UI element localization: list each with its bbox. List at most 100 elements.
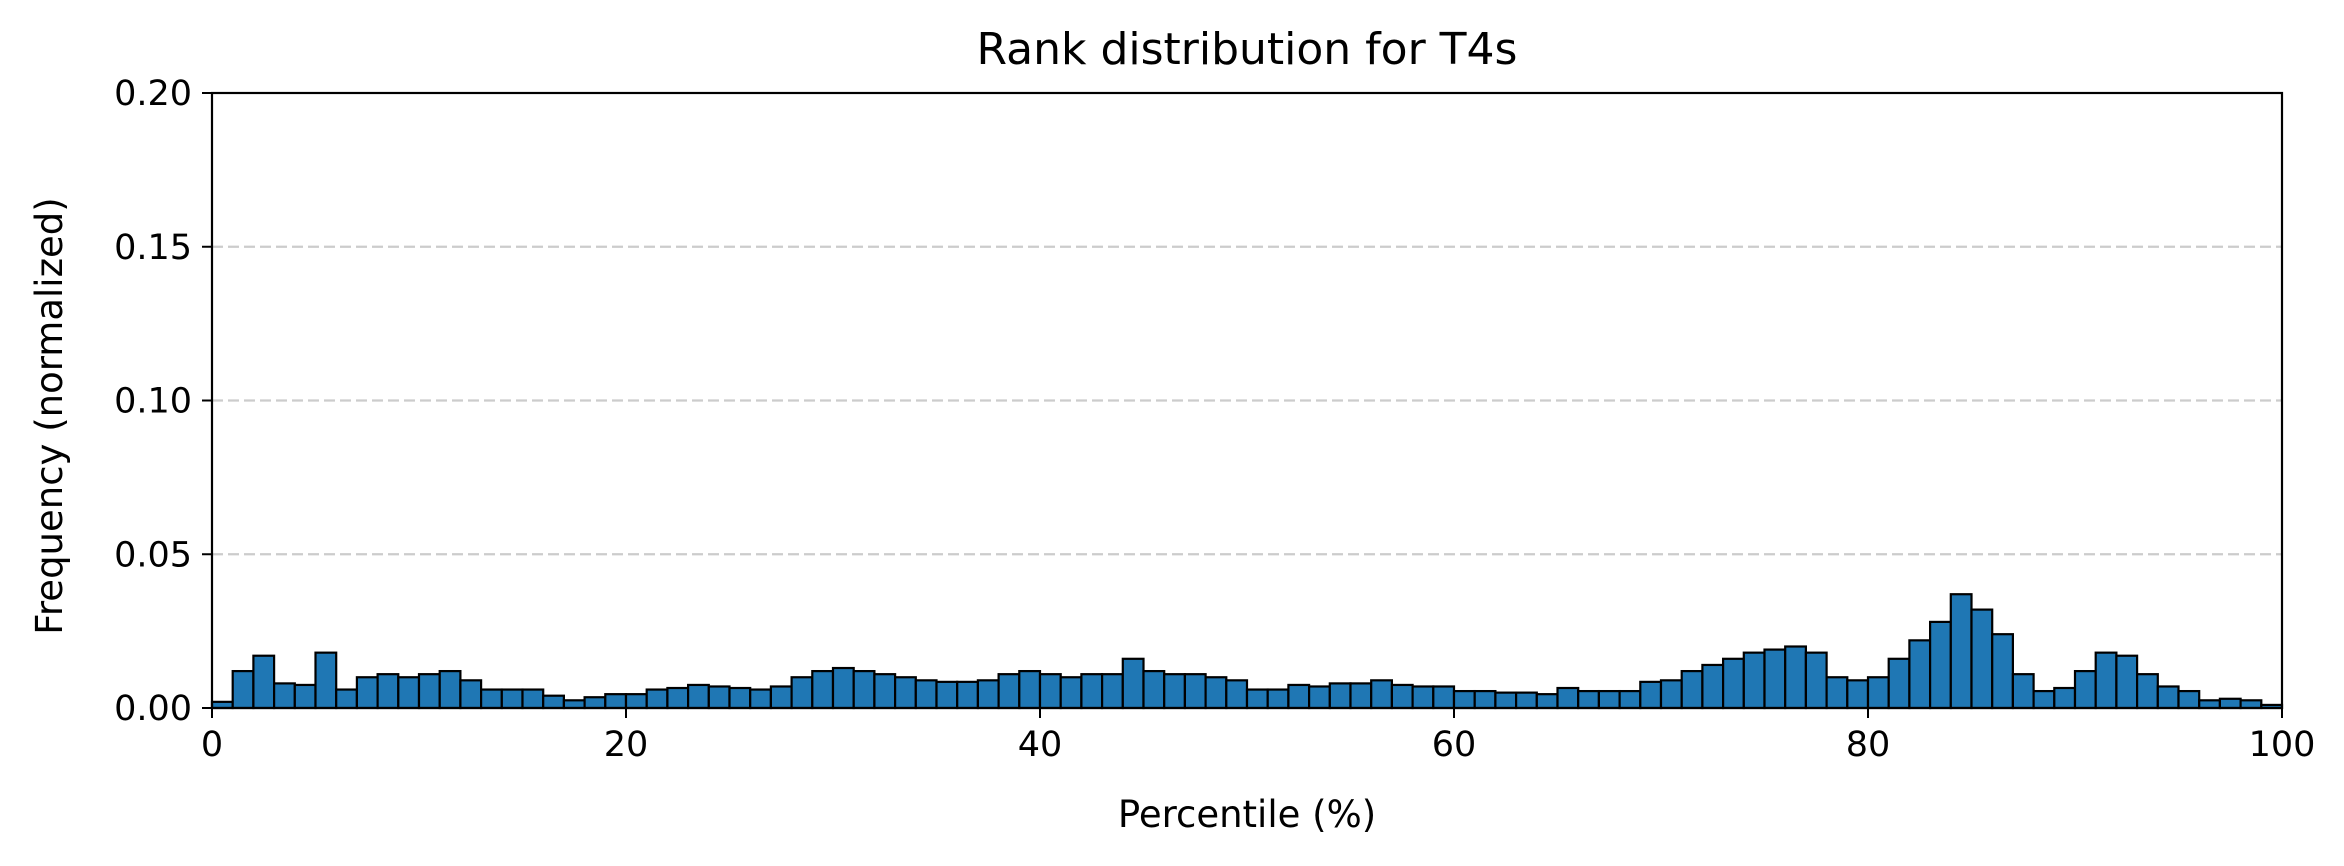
histogram-bar (500, 688, 524, 710)
histogram-bar (1577, 689, 1600, 710)
histogram-bar (1390, 683, 1414, 710)
histogram-bar (935, 680, 959, 710)
histogram-bar (1887, 657, 1911, 710)
y-tick-label: 0.15 (114, 228, 192, 268)
x-tick-label: 20 (604, 725, 649, 765)
histogram-bar (831, 666, 855, 710)
histogram-bar (1059, 676, 1083, 710)
histogram-bar (1970, 608, 1994, 710)
histogram-bar (438, 669, 462, 710)
histogram-bar (645, 688, 669, 710)
histogram-bar (1659, 679, 1683, 710)
histogram-bar (1204, 676, 1228, 710)
histogram-bar (1266, 688, 1290, 710)
histogram-bar (2198, 699, 2221, 710)
histogram-bar (1866, 676, 1890, 710)
histogram-bar (397, 676, 421, 710)
histogram-bar (1225, 679, 1249, 710)
histogram-bar (1452, 689, 1476, 710)
histogram-bar (1680, 669, 1704, 710)
histogram-bar (1080, 673, 1104, 710)
histogram-bar (1245, 688, 1269, 710)
histogram-bar (1742, 651, 1766, 710)
histogram-bar (293, 683, 317, 710)
histogram-bar (273, 682, 296, 710)
histogram-bar (2239, 699, 2263, 710)
histogram-bar (1473, 689, 1497, 710)
histogram-bar (1928, 620, 1952, 710)
histogram-bar (728, 686, 752, 710)
histogram-bar (1432, 685, 1456, 710)
x-tick-label: 60 (1432, 725, 1477, 765)
histogram-bar (666, 686, 690, 710)
histogram-bar (2136, 673, 2159, 710)
histogram-bar (1721, 657, 1745, 710)
x-axis-ticks: 0 20 40 60 80 100 (201, 708, 2315, 765)
y-tick-label: 0.00 (114, 689, 192, 729)
histogram-bar (1763, 648, 1787, 710)
histogram-bar (2156, 685, 2180, 710)
histogram-bar (1142, 669, 1166, 710)
y-axis-ticks: 0.00 0.05 0.10 0.15 0.20 (114, 74, 212, 729)
histogram-bar (914, 679, 938, 710)
histogram-bar (1163, 673, 1186, 710)
x-tick-label: 40 (1018, 725, 1063, 765)
histogram-bar (562, 699, 586, 710)
histogram-bar (790, 676, 814, 710)
histogram-bar (1121, 657, 1145, 710)
histogram-bar (956, 680, 980, 710)
histogram-bar (976, 679, 1000, 710)
histogram-bar (2032, 689, 2056, 710)
histogram-bar (2177, 689, 2201, 710)
histogram-bar (335, 688, 359, 710)
histogram-bar (1370, 679, 1393, 710)
histogram-bar (997, 673, 1021, 710)
histogram-bar (873, 673, 897, 710)
histogram-bar (1328, 682, 1352, 710)
histogram-bar (252, 654, 276, 710)
histogram-bar (769, 685, 793, 710)
histogram-bar (1183, 673, 1207, 710)
histogram-bar (1804, 651, 1828, 710)
histogram-bar (686, 683, 710, 710)
histogram-bar (314, 651, 338, 710)
histogram-bar (1038, 673, 1062, 710)
histogram-bar (1701, 663, 1725, 710)
chart-title: Rank distribution for T4s (977, 24, 1518, 75)
x-tick-label: 0 (201, 725, 223, 765)
histogram-bar (521, 688, 545, 710)
histogram-bar (1991, 633, 2014, 710)
grid-lines (212, 245, 2282, 556)
histogram-bar (417, 673, 441, 710)
histogram-bar (1825, 676, 1849, 710)
histogram-bar (811, 669, 835, 710)
histogram-bar (480, 688, 503, 710)
histogram-bar (459, 679, 483, 710)
histogram-bar (852, 669, 876, 710)
histogram-bar (2053, 686, 2077, 710)
y-tick-label: 0.10 (114, 382, 192, 422)
histogram-bar (1307, 685, 1331, 710)
histogram-bar (231, 669, 255, 710)
histogram-bar (1618, 689, 1642, 710)
y-tick-label: 0.05 (114, 535, 192, 575)
histogram-bar (893, 676, 917, 710)
histogram-bar (1100, 673, 1124, 710)
histogram-bar (376, 673, 400, 710)
histogram-bar (1514, 691, 1538, 710)
histogram-bar (1784, 645, 1807, 710)
histogram-bar (1949, 593, 1973, 710)
histogram-bar (542, 694, 566, 710)
histogram-bar (1908, 639, 1932, 710)
histogram-bar (1018, 669, 1042, 710)
histogram-bar (1597, 689, 1621, 710)
histogram-bar (1349, 682, 1373, 710)
histogram-bar (583, 696, 607, 710)
histogram-bar (1287, 683, 1311, 710)
y-axis-label: Frequency (normalized) (28, 197, 71, 634)
histogram-bar (1494, 691, 1518, 710)
histogram-bar (1535, 693, 1559, 710)
